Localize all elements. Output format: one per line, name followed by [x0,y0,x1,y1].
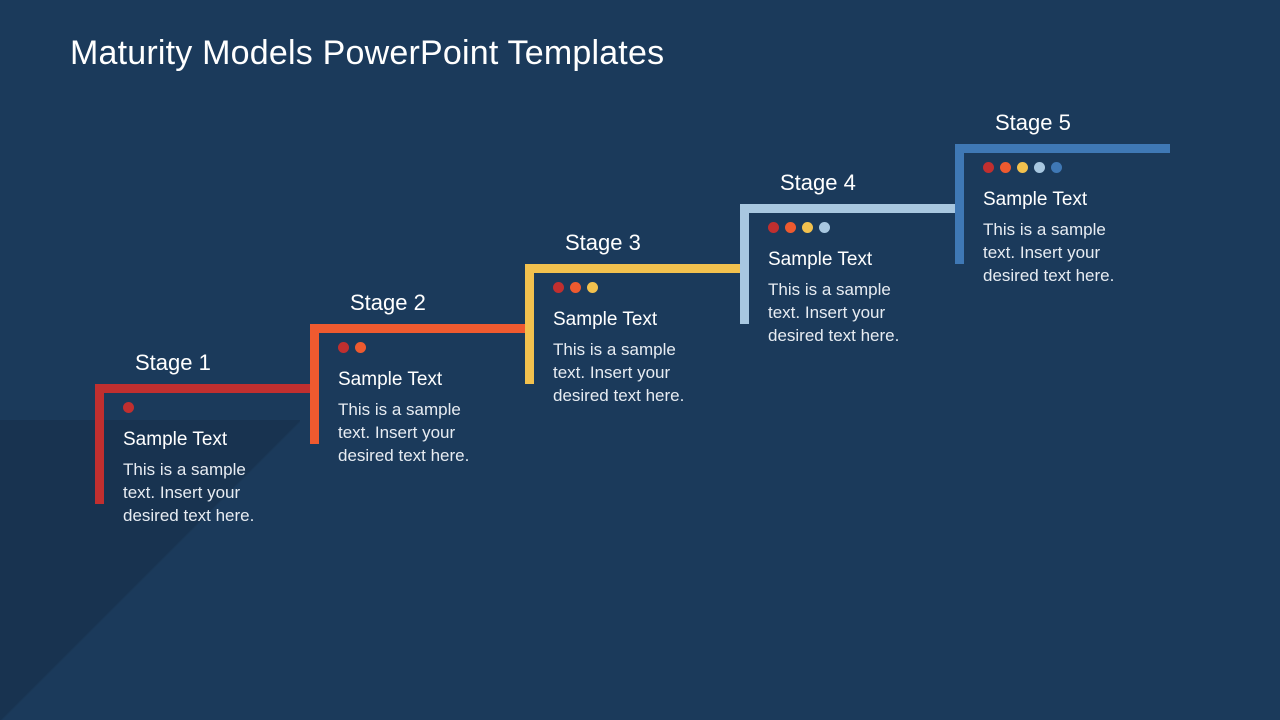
dot-icon [1051,162,1062,173]
stage-content: Sample Text This is a sample text. Insert… [525,264,705,408]
sample-body: This is a sample text. Insert your desir… [338,399,490,468]
dot-icon [785,222,796,233]
stage-4: Stage 4 Sample Text This is a sample text.… [740,170,955,348]
stage-content: Sample Text This is a sample text. Insert… [95,384,275,528]
dot-icon [587,282,598,293]
stage-content: Sample Text This is a sample text. Insert… [955,144,1135,288]
dot-icon [819,222,830,233]
dot-icon [123,402,134,413]
dots-row [983,162,1135,173]
sample-body: This is a sample text. Insert your desir… [553,339,705,408]
sample-body: This is a sample text. Insert your desir… [983,219,1135,288]
stage-label: Stage 3 [565,230,740,256]
dots-row [768,222,920,233]
stage-content: Sample Text This is a sample text. Insert… [740,204,920,348]
stage-1: Stage 1 Sample Text This is a sample text.… [95,350,310,528]
dot-icon [1017,162,1028,173]
stage-label: Stage 5 [995,110,1170,136]
dot-icon [802,222,813,233]
dots-row [123,402,275,413]
sample-title: Sample Text [338,369,490,391]
page-title: Maturity Models PowerPoint Templates [70,34,664,73]
stage-label: Stage 2 [350,290,525,316]
sample-body: This is a sample text. Insert your desir… [768,279,920,348]
dot-icon [768,222,779,233]
stage-label: Stage 4 [780,170,955,196]
sample-title: Sample Text [123,429,275,451]
stage-3: Stage 3 Sample Text This is a sample text.… [525,230,740,408]
stage-5: Stage 5 Sample Text This is a sample text.… [955,110,1170,288]
dots-row [338,342,490,353]
sample-title: Sample Text [768,249,920,271]
dot-icon [983,162,994,173]
dot-icon [355,342,366,353]
dot-icon [570,282,581,293]
sample-title: Sample Text [553,309,705,331]
stage-label: Stage 1 [135,350,310,376]
sample-body: This is a sample text. Insert your desir… [123,459,275,528]
dots-row [553,282,705,293]
dot-icon [553,282,564,293]
dot-icon [1000,162,1011,173]
sample-title: Sample Text [983,189,1135,211]
stage-2: Stage 2 Sample Text This is a sample text.… [310,290,525,468]
dot-icon [338,342,349,353]
stage-content: Sample Text This is a sample text. Insert… [310,324,490,468]
dot-icon [1034,162,1045,173]
